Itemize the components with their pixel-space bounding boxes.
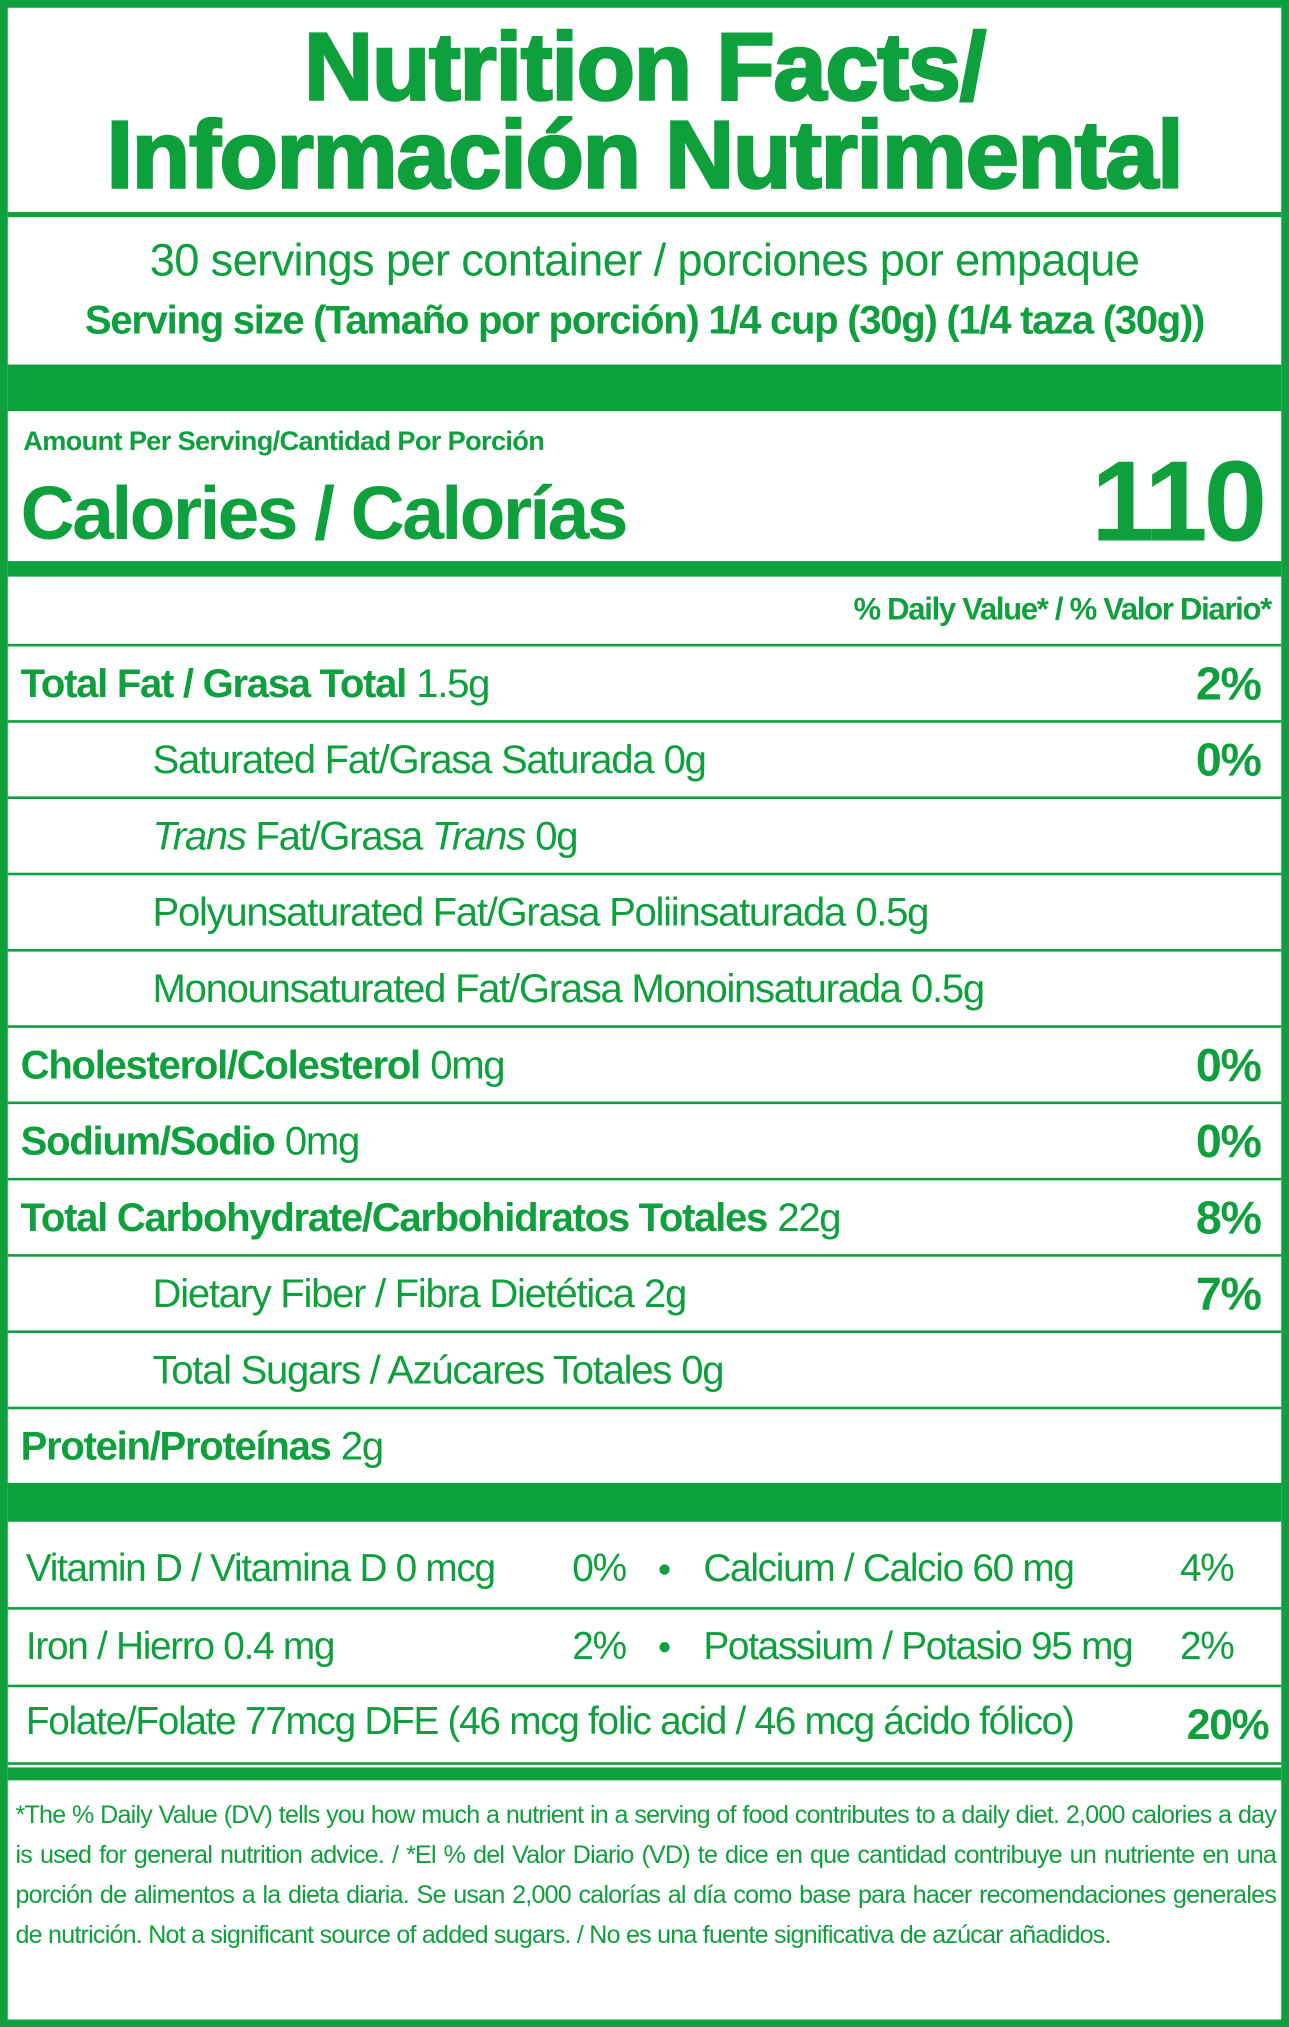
nutrient-name: Dietary Fiber / Fibra Dietética: [152, 1270, 635, 1316]
nutrient-amount: 2g: [644, 1270, 687, 1316]
nutrient: Saturated Fat/Grasa Saturada 0g: [8, 736, 707, 783]
vitamin: Iron / Hierro 0.4 mg 2%: [25, 1625, 627, 1669]
nutrient: Dietary Fiber / Fibra Dietética 2g: [8, 1270, 688, 1317]
nutrient-amount: 1.5g: [416, 660, 490, 706]
calories-row: Calories / Calorías 110: [8, 444, 1282, 558]
bullet: [659, 1641, 670, 1653]
rule: [7, 212, 1282, 218]
vitamin-dv: 20%: [1186, 1700, 1270, 1749]
vitamin: Vitamin D / Vitamina D 0 mcg 0%: [25, 1547, 627, 1592]
nutrient-name: Monounsaturated Fat/Grasa Monoinsaturada: [152, 965, 902, 1011]
nutrient-amount: 0mg: [284, 1117, 360, 1163]
nutrient: Total Carbohydrate/Carbohidratos Totales…: [8, 1193, 842, 1241]
nutrient-amount: 0g: [681, 1346, 724, 1392]
vitamin-dv: 2%: [1179, 1625, 1235, 1668]
nutrient-amount: 2g: [340, 1422, 384, 1469]
nutrient-name: Total Sugars / Azúcares Totales: [152, 1346, 673, 1392]
nutrient: Trans Fat/Grasa Trans 0g: [8, 812, 579, 860]
calories-label: Calories / Calorías: [20, 471, 629, 556]
vitamin: Folate/Folate 77mcg DFE (46 mcg folic ac…: [25, 1700, 1270, 1749]
nutrient-row: Protein/Proteínas 2g: [7, 1409, 1282, 1486]
nutrient-amount: 0g: [535, 812, 578, 858]
vitamin-row: Folate/Folate 77mcg DFE (46 mcg folic ac…: [7, 1687, 1282, 1765]
vitamin-name: Calcium / Calcio 60 mg: [703, 1547, 1075, 1591]
rule: [7, 1767, 1282, 1781]
nutrient-row: Cholesterol/Colesterol 0mg 0%: [7, 1028, 1282, 1105]
nutrient-amount: 0g: [663, 736, 707, 782]
daily-value: 7%: [1195, 1266, 1262, 1320]
vitamin: Calcium / Calcio 60 mg 4%: [703, 1547, 1235, 1592]
nutrient: Total Sugars / Azúcares Totales 0g: [8, 1346, 725, 1394]
vitamin-name: Iron / Hierro 0.4 mg: [25, 1625, 336, 1668]
nutrients: Total Fat / Grasa Total 1.5g 2% Saturated F…: [7, 646, 1282, 1486]
name-part: Trans: [152, 812, 247, 858]
nutrient: Monounsaturated Fat/Grasa Monoinsaturada…: [8, 965, 986, 1012]
nutrient-amount: 22g: [777, 1193, 841, 1240]
nutrient-name: Cholesterol/Colesterol: [20, 1041, 421, 1087]
daily-value: 8%: [1195, 1190, 1262, 1244]
vitamin-dv: 0%: [572, 1547, 627, 1591]
nutrient-amount: 0.5g: [855, 888, 929, 935]
nutrient: Sodium/Sodio 0mg: [8, 1117, 361, 1165]
vitamin-dv: 2%: [572, 1625, 627, 1668]
vitamin-name: Potassium / Potasio 95 mg: [703, 1625, 1133, 1668]
nutrient-row: Total Sugars / Azúcares Totales 0g: [7, 1333, 1282, 1410]
nutrient-row: Trans Fat/Grasa Trans 0g: [7, 799, 1282, 876]
nutrient-row: Total Fat / Grasa Total 1.5g 2%: [7, 646, 1282, 723]
daily-value: 0%: [1195, 1037, 1262, 1091]
daily-value: 0%: [1195, 1113, 1262, 1167]
footnote: *The % Daily Value (DV) tells you how mu…: [15, 1801, 1277, 1950]
nutrient-name: Saturated Fat/Grasa Saturada: [152, 736, 655, 782]
calories-value: 110: [1091, 437, 1267, 565]
daily-value: 0%: [1195, 732, 1262, 786]
nutrient-amount: 0mg: [430, 1041, 505, 1087]
thick-rule: [7, 364, 1282, 412]
serving-size: Serving size (Tamaño por porción) 1/4 cu…: [84, 297, 1205, 343]
nutrient: Protein/Proteínas 2g: [8, 1422, 385, 1470]
amount-per-serving: Amount Per Serving/Cantidad Por Porción: [23, 426, 545, 457]
nutrient-name: Polyunsaturated Fat/Grasa Poliinsaturada: [152, 888, 847, 935]
daily-value-header: % Daily Value* / % Valor Diario*: [7, 577, 1282, 647]
nutrient-row: Saturated Fat/Grasa Saturada 0g 0%: [7, 723, 1282, 800]
vitamin-row: Iron / Hierro 0.4 mg 2% Potassium / Potasi…: [7, 1610, 1282, 1688]
nutrient-row: Sodium/Sodio 0mg 0%: [7, 1104, 1282, 1181]
nutrient-row: Total Carbohydrate/Carbohidratos Totales…: [7, 1180, 1282, 1257]
vitamin-name: Vitamin D / Vitamina D 0 mcg: [25, 1547, 496, 1591]
title: Nutrition Facts/ Información Nutrimental: [8, 8, 1282, 209]
name-part: Fat/Grasa: [245, 812, 432, 858]
vitamins: Vitamin D / Vitamina D 0 mcg 0% Calcium / …: [7, 1532, 1282, 1765]
nutrient: Total Fat / Grasa Total 1.5g: [8, 660, 491, 707]
daily-value: 2%: [1195, 656, 1262, 710]
nutrient-row: Polyunsaturated Fat/Grasa Poliinsaturada…: [7, 875, 1282, 952]
nutrient-name: Protein/Proteínas: [20, 1422, 332, 1469]
title-line: Nutrition Facts/: [303, 12, 988, 121]
nutrient: Cholesterol/Colesterol 0mg: [8, 1041, 506, 1088]
thick-rule: [7, 1482, 1282, 1522]
nutrient-name: Total Fat / Grasa Total: [20, 660, 408, 706]
title-line: Información Nutrimental: [105, 100, 1185, 209]
name-part: Trans: [431, 812, 526, 858]
nutrient: Polyunsaturated Fat/Grasa Poliinsaturada…: [8, 888, 930, 936]
vitamin-dv: 4%: [1179, 1547, 1235, 1591]
bullet: [659, 1564, 670, 1575]
nutrient-row: Monounsaturated Fat/Grasa Monoinsaturada…: [7, 952, 1282, 1028]
nutrient-name: Total Carbohydrate/Carbohidratos Totales: [20, 1193, 769, 1240]
nutrient-amount: 0.5g: [911, 965, 985, 1011]
vitamin-name: Folate/Folate 77mcg DFE (46 mcg folic ac…: [25, 1700, 1075, 1743]
servings: 30 servings per container / porciones po…: [149, 235, 1140, 286]
vitamin: Potassium / Potasio 95 mg 2%: [703, 1625, 1235, 1669]
medium-rule: [7, 561, 1282, 577]
nutrient-row: Dietary Fiber / Fibra Dietética 2g 7%: [7, 1257, 1282, 1333]
vitamin-row: Vitamin D / Vitamina D 0 mcg 0% Calcium / …: [7, 1532, 1282, 1610]
nutrient-name: Sodium/Sodio: [20, 1117, 276, 1163]
nutrient-name: Trans Fat/Grasa Trans: [152, 812, 527, 858]
